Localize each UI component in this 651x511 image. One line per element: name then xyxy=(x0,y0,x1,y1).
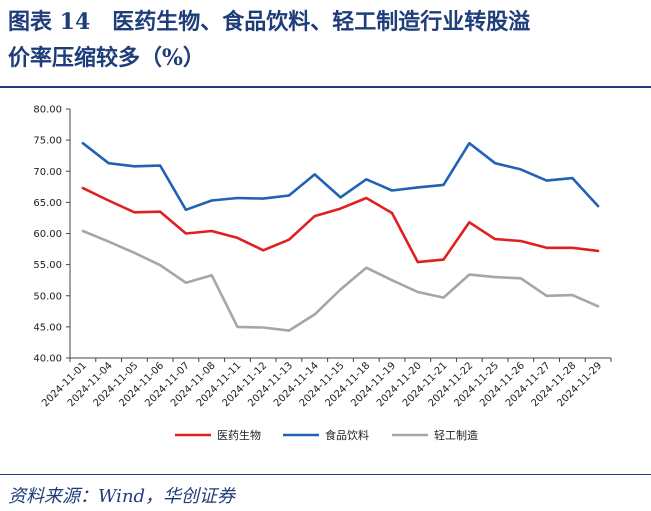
y-tick-label: 55.00 xyxy=(33,260,62,271)
title-line-1: 图表 14 医药生物、食品饮料、轻工制造行业转股溢 xyxy=(8,9,531,35)
y-tick-label: 40.00 xyxy=(33,354,62,365)
legend-label-3: 轻工制造 xyxy=(434,428,478,442)
series-line-1 xyxy=(81,186,600,264)
y-tick-label: 60.00 xyxy=(33,229,62,240)
y-tick-label: 80.00 xyxy=(33,105,62,116)
line-chart: 80.00 75.00 70.00 65.00 60.00 55.00 50.00 45.00… xyxy=(33,105,612,442)
legend-label-1: 医药生物 xyxy=(217,428,261,442)
y-tick-label: 50.00 xyxy=(33,291,62,302)
legend-label-2: 食品饮料 xyxy=(325,428,369,442)
y-tick-label: 65.00 xyxy=(33,198,62,209)
series-line-3 xyxy=(81,229,600,332)
y-tick-label: 45.00 xyxy=(33,322,62,333)
series-line-2 xyxy=(81,141,600,212)
y-tick-label: 70.00 xyxy=(33,167,62,178)
source-divider xyxy=(0,474,651,475)
source-note: 资料来源：Wind，华创证券 xyxy=(8,486,236,507)
title-divider xyxy=(0,86,651,88)
y-tick-label: 75.00 xyxy=(33,136,62,147)
title-line-2: 价率压缩较多（%） xyxy=(8,45,205,71)
chart-title: 图表 14 医药生物、食品饮料、轻工制造行业转股溢 价率压缩较多（%） xyxy=(8,4,648,76)
